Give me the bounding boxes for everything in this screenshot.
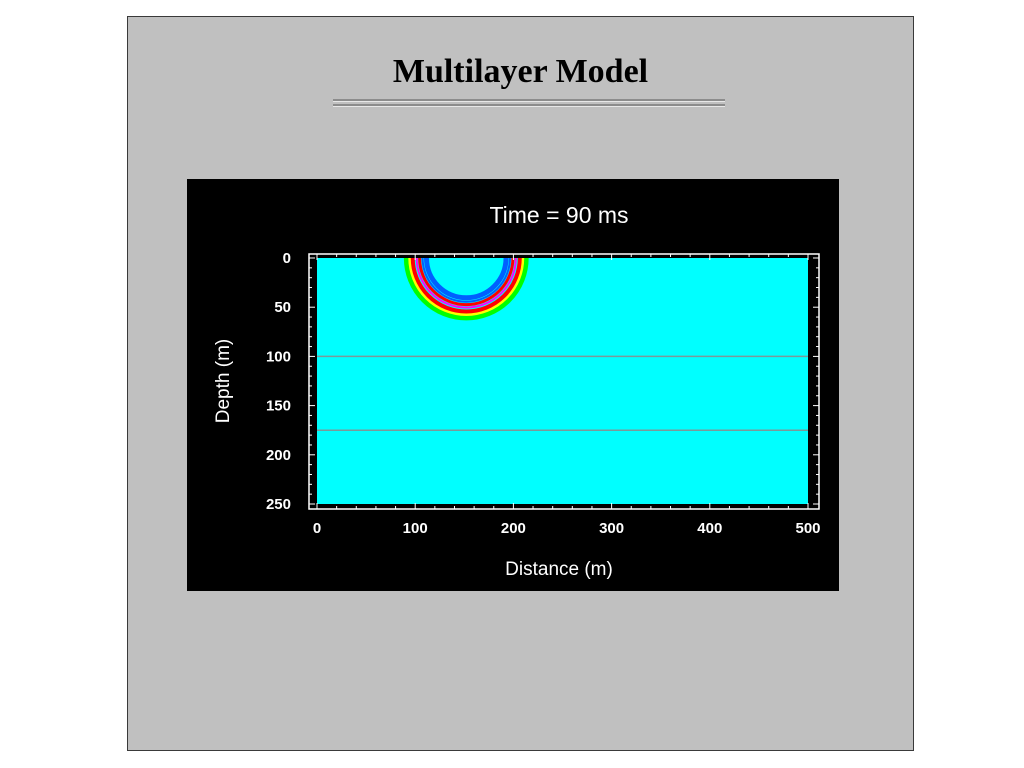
layer-interfaces bbox=[317, 355, 808, 431]
wavefront bbox=[403, 258, 529, 321]
x-tick-labels: 0 100 200 300 400 500 bbox=[313, 520, 821, 537]
x-tick-label: 300 bbox=[599, 520, 624, 537]
y-tick-label: 150 bbox=[266, 398, 291, 415]
y-tick-labels: 0 50 100 150 200 250 bbox=[266, 250, 291, 513]
y-tick-label: 250 bbox=[266, 496, 291, 513]
y-tick-label: 200 bbox=[266, 447, 291, 464]
axis-ticks bbox=[309, 254, 819, 509]
x-tick-label: 500 bbox=[795, 520, 820, 537]
wavefront-ring-3 bbox=[410, 258, 522, 314]
wave-simulation-chart: Time = 90 ms 0 100 200 300 400 500 0 50 100 150 2… bbox=[213, 202, 821, 580]
wavefront-ring-4 bbox=[415, 258, 517, 309]
wavefront-ring-7 bbox=[424, 258, 509, 301]
y-tick-label: 50 bbox=[274, 299, 291, 316]
title-underline-top bbox=[333, 99, 725, 102]
y-tick-label: 100 bbox=[266, 348, 291, 365]
wavefront-ring-6 bbox=[421, 258, 511, 303]
x-tick-label: 0 bbox=[313, 520, 321, 537]
x-tick-label: 200 bbox=[501, 520, 526, 537]
wavefront-ring-2 bbox=[408, 258, 525, 316]
chart-title: Time = 90 ms bbox=[489, 202, 628, 228]
wave-simulation-figure: Time = 90 ms 0 100 200 300 400 500 0 50 100 150 2… bbox=[187, 179, 839, 591]
title-underline-bottom bbox=[333, 104, 725, 107]
slide-title: Multilayer Model bbox=[392, 53, 649, 90]
y-tick-label: 0 bbox=[283, 250, 291, 267]
wavefront-ring-5 bbox=[418, 258, 515, 307]
x-tick-label: 400 bbox=[697, 520, 722, 537]
y-axis-label: Depth (m) bbox=[213, 339, 234, 423]
model-area bbox=[317, 258, 808, 504]
x-tick-label: 100 bbox=[403, 520, 428, 537]
x-axis-label: Distance (m) bbox=[505, 559, 613, 580]
wavefront-ring-1 bbox=[403, 258, 529, 321]
slide: Multilayer Model Time = 90 ms 0 100 200 300… bbox=[127, 16, 914, 751]
